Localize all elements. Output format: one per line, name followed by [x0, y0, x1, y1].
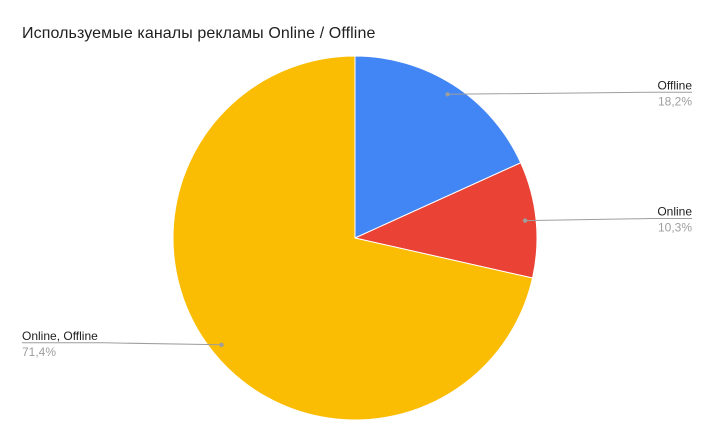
slice-label-online-offline: Online, Offline: [22, 329, 98, 343]
pie-slice-online[interactable]: [353, 162, 538, 279]
slice-percent-offline: 18,2%: [658, 94, 692, 108]
pie-slice-online-offline[interactable]: [172, 55, 534, 421]
leader-line-online: [525, 218, 692, 222]
slice-percent-online: 10,3%: [658, 221, 692, 235]
leader-dot-offline: [445, 92, 450, 97]
leader-dot-online-offline: [219, 342, 224, 347]
slice-percent-online-offline: 71,4%: [22, 345, 56, 359]
leader-line-online-offline: [22, 342, 222, 346]
slice-label-online: Online: [657, 205, 692, 219]
leader-line-offline: [447, 91, 692, 95]
chart-title: Используемые каналы рекламы Online / Off…: [22, 25, 376, 42]
leader-dot-online: [522, 218, 528, 223]
pie-slice-offline[interactable]: [354, 55, 522, 239]
slice-label-offline: Offline: [658, 78, 693, 92]
